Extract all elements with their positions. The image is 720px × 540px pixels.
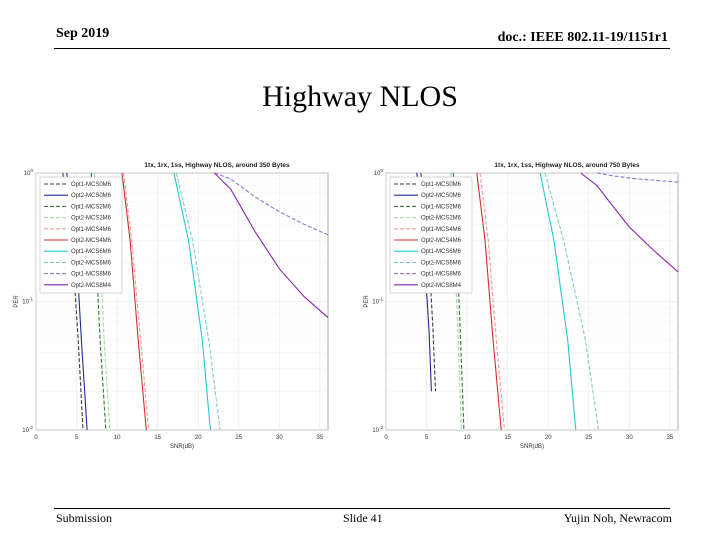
series-line xyxy=(580,172,679,273)
chart-title: 1tx, 1rx, 1ss, Highway NLOS, around 750 … xyxy=(494,162,640,169)
series-line xyxy=(214,172,329,319)
legend-label: Opt2-MCS6M6 xyxy=(71,260,112,266)
x-tick-label: 5 xyxy=(75,435,79,441)
series-line xyxy=(476,172,502,431)
x-tick-label: 15 xyxy=(154,435,161,441)
legend-label: Opt1-MCS2M6 xyxy=(421,204,462,210)
legend-label: Opt1-MCS8M6 xyxy=(421,272,462,278)
series-line xyxy=(539,172,577,431)
footer-slide-number: Slide 41 xyxy=(343,511,383,525)
x-tick-label: 35 xyxy=(317,435,324,441)
series-line xyxy=(544,172,600,431)
x-tick-label: 25 xyxy=(235,435,242,441)
legend-label: Opt2-MCS6M6 xyxy=(421,260,462,266)
y-tick-label: 10-1 xyxy=(372,297,383,306)
x-axis-label: SNR(dB) xyxy=(170,444,194,450)
x-tick-label: 30 xyxy=(626,435,633,441)
y-axis-label: PER xyxy=(364,295,370,308)
y-tick-label: 100 xyxy=(374,168,384,177)
footer-submission: Submission xyxy=(56,511,113,525)
series-line xyxy=(479,172,505,431)
x-tick-label: 0 xyxy=(34,435,38,441)
x-tick-label: 0 xyxy=(384,435,388,441)
legend-label: Opt2-MCS8M4 xyxy=(71,283,112,289)
x-tick-label: 15 xyxy=(504,435,511,441)
x-tick-label: 20 xyxy=(195,435,202,441)
x-tick-label: 30 xyxy=(276,435,283,441)
legend-label: Opt2-MCS0M6 xyxy=(421,193,462,199)
x-tick-label: 35 xyxy=(667,435,674,441)
x-axis-label: SNR(dB) xyxy=(520,444,544,450)
per-chart-750-bytes: 0 5 10 15 20 25 30 35 100 10-1 10-2 1tx, 1rx, 1ss, … xyxy=(364,162,679,450)
legend-label: Opt1-MCS4M6 xyxy=(421,227,462,233)
legend-label: Opt2-MCS4M6 xyxy=(71,238,112,244)
series-line xyxy=(173,172,211,431)
y-tick-label: 10-1 xyxy=(22,297,33,306)
legend-label: Opt1-MCS2M6 xyxy=(71,204,112,210)
legend-label: Opt1-MCS6M6 xyxy=(421,249,462,255)
x-tick-label: 10 xyxy=(464,435,471,441)
chart-title: 1tx, 1rx, 1ss, Highway NLOS, around 350 … xyxy=(144,162,290,169)
header-rule xyxy=(54,48,670,49)
y-tick-label: 10-2 xyxy=(372,425,383,434)
legend-label: Opt2-MCS2M6 xyxy=(421,216,462,222)
series-line xyxy=(214,172,329,236)
legend-label: Opt2-MCS2M6 xyxy=(71,216,112,222)
legend-label: Opt1-MCS4M6 xyxy=(71,227,112,233)
legend-label: Opt1-MCS6M6 xyxy=(71,249,112,255)
legend-label: Opt1-MCS0M6 xyxy=(421,182,462,188)
x-tick-label: 20 xyxy=(545,435,552,441)
series-line xyxy=(596,172,679,183)
legend-label: Opt2-MCS4M6 xyxy=(421,238,462,244)
slide-title: Highway NLOS xyxy=(262,80,458,113)
header-doc-number: doc.: IEEE 802.11-19/1151r1 xyxy=(497,30,668,45)
legend-label: Opt2-MCS8M4 xyxy=(421,283,462,289)
x-tick-label: 25 xyxy=(585,435,592,441)
series-line xyxy=(123,172,150,431)
y-tick-label: 10-2 xyxy=(22,425,33,434)
y-tick-label: 100 xyxy=(24,168,34,177)
footer-author: Yujin Noh, Newracom xyxy=(563,511,672,525)
legend-label: Opt2-MCS0M6 xyxy=(71,193,112,199)
x-tick-label: 5 xyxy=(425,435,429,441)
y-axis-label: PER xyxy=(14,295,20,308)
per-chart-350-bytes: 0 5 10 15 20 25 30 35 100 10-1 10-2 1tx, 1rx, 1ss, … xyxy=(14,162,329,450)
legend-label: Opt1-MCS0M6 xyxy=(71,182,112,188)
series-line xyxy=(121,172,147,431)
legend-label: Opt1-MCS8M6 xyxy=(71,272,112,278)
header-date: Sep 2019 xyxy=(56,26,110,41)
x-tick-label: 10 xyxy=(114,435,121,441)
footer-rule xyxy=(54,508,670,509)
